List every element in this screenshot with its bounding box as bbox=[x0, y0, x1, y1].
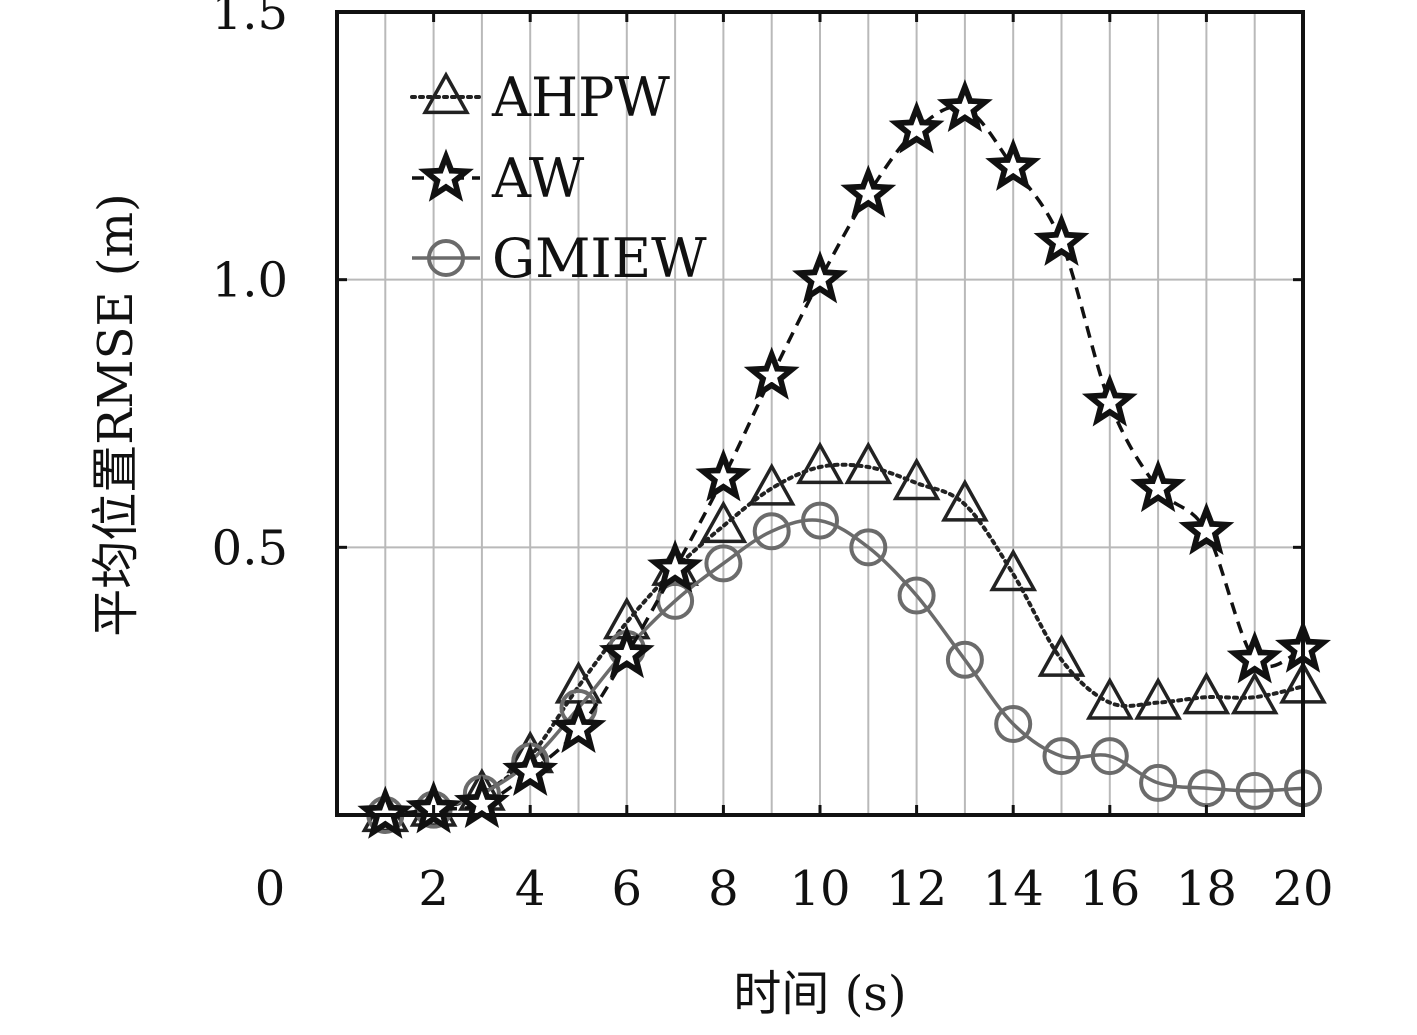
data-point-aw bbox=[743, 346, 800, 400]
data-point-gmiew bbox=[849, 528, 888, 567]
legend-label: GMIEW bbox=[492, 227, 707, 290]
data-point-aw bbox=[598, 625, 655, 679]
data-point-gmiew bbox=[1042, 737, 1081, 776]
series-layer bbox=[357, 79, 1331, 839]
data-point-ahpw bbox=[747, 462, 796, 506]
data-point-aw bbox=[502, 742, 559, 796]
x-tick-label: 6 bbox=[612, 861, 643, 917]
legend-label: AHPW bbox=[491, 66, 670, 129]
series-line-ahpw bbox=[383, 462, 1305, 817]
series-ahpw bbox=[361, 441, 1327, 833]
x-tick-labels: 0 2 4 6 8 10 12 14 16 18 20 bbox=[255, 861, 1334, 917]
data-point-gmiew bbox=[945, 640, 984, 679]
y-axis-label: 平均位置RMSE (m) bbox=[88, 193, 144, 636]
data-point-gmiew bbox=[801, 501, 839, 540]
x-tick-label: 16 bbox=[1079, 861, 1140, 917]
legend-marker bbox=[427, 239, 465, 277]
data-point-ahpw bbox=[989, 548, 1038, 592]
series-line-gmiew bbox=[385, 518, 1304, 817]
x-tick-label: 14 bbox=[983, 861, 1044, 917]
x-axis-label: 时间 (s) bbox=[733, 966, 906, 1022]
data-point-aw bbox=[550, 699, 607, 754]
legend-marker bbox=[418, 148, 474, 202]
legend-item-ahpw: AHPW bbox=[410, 66, 670, 129]
tick-marks bbox=[335, 10, 1305, 815]
x-tick-label: 0 bbox=[255, 861, 286, 917]
data-point-aw bbox=[695, 448, 752, 502]
data-point-ahpw bbox=[1085, 676, 1134, 720]
data-point-aw bbox=[1033, 212, 1090, 266]
data-point-ahpw bbox=[892, 457, 941, 501]
data-point-gmiew bbox=[1139, 763, 1178, 802]
x-tick-label: 10 bbox=[789, 861, 850, 917]
x-tick-label: 18 bbox=[1176, 861, 1237, 917]
y-tick-label: 1.5 bbox=[212, 0, 288, 41]
data-point-aw bbox=[792, 250, 848, 304]
data-point-ahpw bbox=[699, 500, 748, 544]
data-point-ahpw bbox=[941, 478, 989, 522]
legend-item-aw: AW bbox=[412, 147, 585, 210]
y-tick-labels: 0.5 1.0 1.5 bbox=[212, 0, 288, 576]
data-point-ahpw bbox=[1230, 671, 1279, 715]
data-point-aw bbox=[1081, 373, 1138, 427]
legend-item-gmiew: GMIEW bbox=[412, 227, 707, 290]
data-point-ahpw bbox=[1134, 676, 1182, 720]
data-point-aw bbox=[936, 79, 993, 132]
data-point-aw bbox=[1130, 459, 1187, 513]
data-point-gmiew bbox=[752, 512, 791, 551]
series-gmiew bbox=[366, 501, 1322, 834]
x-tick-label: 12 bbox=[886, 861, 947, 917]
legend: AHPW AW GMIEW bbox=[410, 66, 707, 290]
x-tick-label: 8 bbox=[708, 861, 739, 917]
y-tick-label: 0.5 bbox=[212, 520, 288, 576]
data-point-aw bbox=[1178, 501, 1235, 556]
x-tick-label: 20 bbox=[1272, 861, 1333, 917]
grid-lines bbox=[337, 12, 1303, 815]
legend-marker bbox=[422, 71, 470, 115]
data-point-ahpw bbox=[1182, 671, 1231, 715]
data-point-ahpw bbox=[1037, 634, 1086, 677]
data-point-aw bbox=[840, 164, 897, 218]
data-point-gmiew bbox=[897, 576, 936, 615]
x-tick-label: 4 bbox=[515, 861, 546, 917]
data-point-gmiew bbox=[704, 544, 743, 583]
data-point-gmiew bbox=[1090, 737, 1129, 776]
series-aw bbox=[357, 79, 1331, 839]
data-point-gmiew bbox=[994, 704, 1033, 743]
legend-label: AW bbox=[491, 147, 585, 210]
data-point-gmiew bbox=[1235, 771, 1274, 810]
data-point-aw bbox=[985, 137, 1042, 191]
data-point-aw bbox=[888, 100, 945, 154]
series-line-aw bbox=[385, 105, 1304, 817]
data-point-aw bbox=[647, 539, 704, 593]
data-point-aw bbox=[1226, 630, 1283, 684]
data-point-ahpw bbox=[844, 441, 893, 485]
data-point-ahpw bbox=[796, 441, 844, 485]
x-tick-label: 2 bbox=[418, 861, 449, 917]
y-tick-label: 1.0 bbox=[212, 253, 288, 309]
